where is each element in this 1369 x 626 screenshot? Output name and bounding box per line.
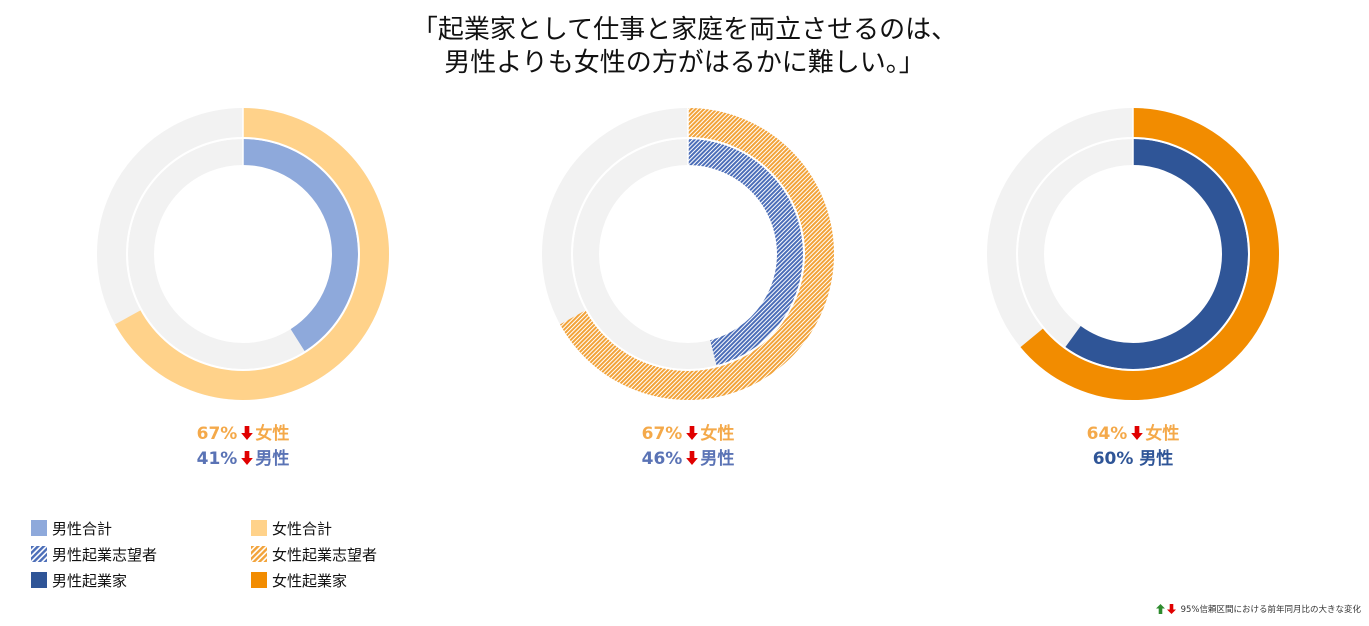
donut-chart-entrepreneur xyxy=(983,104,1283,404)
legend-swatch xyxy=(251,572,267,588)
donut-0-label-1: 41% 男性 xyxy=(93,444,393,469)
legend-label: 女性起業志望者 xyxy=(272,545,378,564)
percent-value: 67% xyxy=(196,424,238,444)
legend-item: 男性起業志望者 xyxy=(31,544,157,564)
inner-ring-slice xyxy=(687,139,803,366)
legend-item: 男性合計 xyxy=(31,518,112,538)
inner-ring-slice xyxy=(1065,139,1248,369)
gender-label: 男性 xyxy=(255,449,290,469)
donut-2-label-0: 64% 女性 xyxy=(983,419,1283,444)
donut-chart-total xyxy=(93,104,393,404)
legend-label: 男性起業志望者 xyxy=(52,545,158,564)
gender-label: 女性 xyxy=(1145,424,1180,444)
donut-0-label-0: 67% 女性 xyxy=(93,419,393,444)
legend-item: 女性合計 xyxy=(251,518,332,538)
donut-1-label-1: 46% 男性 xyxy=(538,444,838,469)
legend-item: 男性起業家 xyxy=(31,570,127,590)
legend-swatch xyxy=(251,546,267,562)
donut-1-label-0: 67% 女性 xyxy=(538,419,838,444)
down-arrow-icon xyxy=(241,426,254,440)
legend-swatch xyxy=(251,520,267,536)
down-arrow-icon xyxy=(686,451,699,465)
legend-swatch xyxy=(31,546,47,562)
legend-label: 男性合計 xyxy=(52,519,113,538)
outer-ring-slice xyxy=(560,108,834,400)
outer-ring-slice xyxy=(1020,108,1279,400)
down-arrow-icon xyxy=(241,451,254,465)
donut-chart-aspiring xyxy=(538,104,838,404)
legend-swatch xyxy=(31,520,47,536)
donut-2-label-1: 60% 男性 xyxy=(983,444,1283,469)
donut-svg xyxy=(987,107,1279,400)
gender-label: 女性 xyxy=(700,424,735,444)
down-arrow-icon xyxy=(686,426,699,440)
legend: 男性合計 女性合計男性起業志望者 女性起業志望者男性起業家 女性起業家 xyxy=(31,518,451,598)
up-arrow-icon xyxy=(1155,604,1165,614)
gender-label: 女性 xyxy=(255,424,290,444)
down-arrow-icon xyxy=(1131,426,1144,440)
gender-label: 男性 xyxy=(1139,449,1174,469)
footnote-text: 95%信頼区間における前年同月比の大きな変化 xyxy=(1180,605,1361,615)
legend-item: 女性起業志望者 xyxy=(251,544,377,564)
percent-value: 67% xyxy=(641,424,683,444)
percent-value: 46% xyxy=(641,449,683,469)
percent-value: 60% xyxy=(1092,449,1134,469)
inner-ring-slice xyxy=(242,139,358,352)
donut-svg xyxy=(542,107,834,400)
percent-value: 64% xyxy=(1086,424,1128,444)
legend-swatch xyxy=(31,572,47,588)
chart-title: 「起業家として仕事と家庭を両立させるのは、 男性よりも女性の方がはるかに難しい。… xyxy=(0,14,1369,80)
gender-label: 男性 xyxy=(700,449,735,469)
title-line-2: 男性よりも女性の方がはるかに難しい。」 xyxy=(444,48,925,78)
outer-ring-slice xyxy=(115,108,389,400)
legend-item: 女性起業家 xyxy=(251,570,347,590)
percent-value: 41% xyxy=(196,449,238,469)
title-line-1: 「起業家として仕事と家庭を両立させるのは、 xyxy=(411,15,958,45)
donut-svg xyxy=(97,107,389,400)
legend-label: 女性合計 xyxy=(272,519,333,538)
down-arrow-icon xyxy=(1166,604,1176,614)
footnote: 95%信頼区間における前年同月比の大きな変化 xyxy=(1155,603,1361,615)
legend-label: 女性起業家 xyxy=(272,571,348,590)
legend-label: 男性起業家 xyxy=(52,571,128,590)
